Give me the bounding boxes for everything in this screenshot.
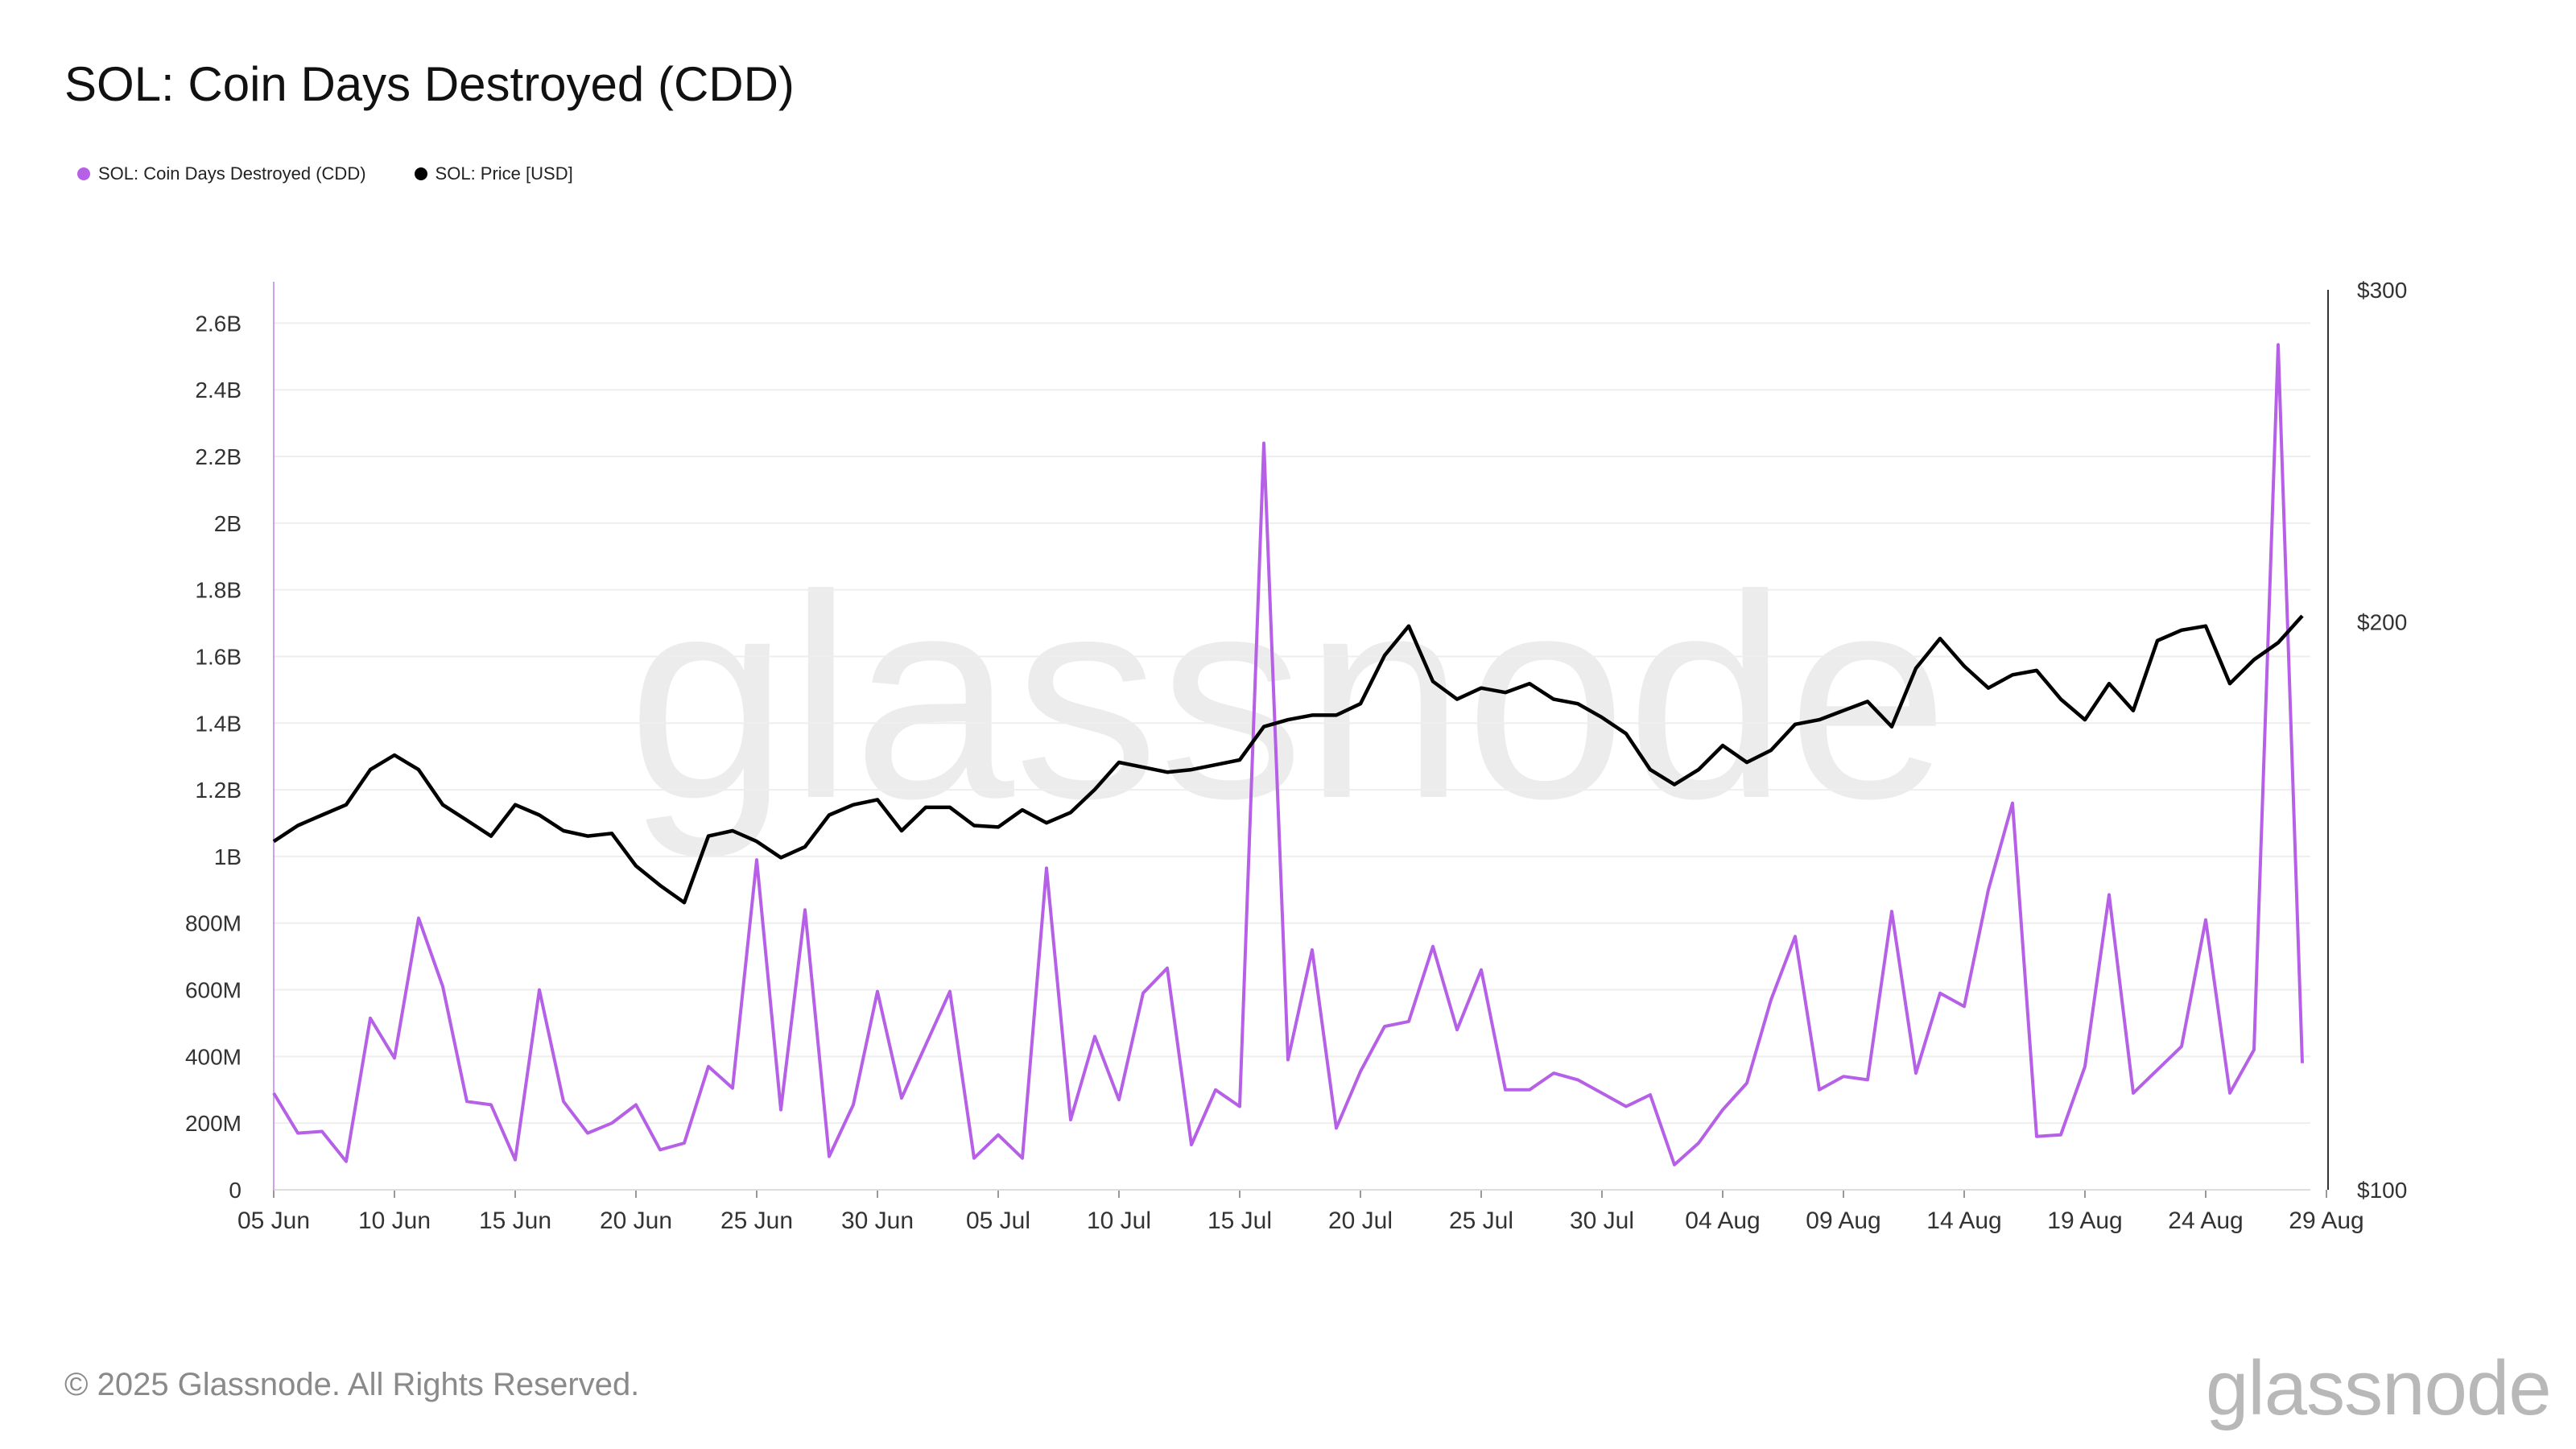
right-tick-label: $100 bbox=[2357, 1178, 2407, 1203]
left-tick-label: 1.4B bbox=[195, 711, 242, 736]
right-axis-ticks: $100 $200 $300 bbox=[2357, 278, 2407, 1203]
x-tick-label: 25 Jun bbox=[720, 1208, 793, 1234]
chart-title: SOL: Coin Days Destroyed (CDD) bbox=[64, 57, 795, 111]
left-tick-label: 600M bbox=[185, 978, 242, 1003]
x-tick-label: 15 Jun bbox=[479, 1208, 551, 1234]
left-tick-label: 1B bbox=[214, 844, 242, 869]
left-tick-label: 1.6B bbox=[195, 644, 242, 669]
left-tick-label: 2.2B bbox=[195, 444, 242, 469]
axes bbox=[273, 282, 2329, 1191]
copyright-notice: © 2025 Glassnode. All Rights Reserved. bbox=[64, 1367, 640, 1402]
x-tick-label: 30 Jun bbox=[841, 1208, 914, 1234]
price-series-line bbox=[272, 614, 2304, 905]
right-tick-label: $200 bbox=[2357, 610, 2407, 635]
left-tick-label: 2.6B bbox=[195, 311, 242, 336]
legend-label-cdd: SOL: Coin Days Destroyed (CDD) bbox=[98, 163, 366, 184]
x-tick-label: 10 Jul bbox=[1087, 1208, 1151, 1234]
left-tick-label: 2B bbox=[214, 511, 242, 536]
left-tick-label: 400M bbox=[185, 1044, 242, 1069]
x-tick-label: 30 Jul bbox=[1570, 1208, 1634, 1234]
cdd-series-line bbox=[272, 343, 2304, 1166]
x-tick-label: 20 Jul bbox=[1328, 1208, 1393, 1234]
right-tick-label: $300 bbox=[2357, 278, 2407, 303]
left-tick-label: 2.4B bbox=[195, 378, 242, 402]
legend-item-price[interactable]: SOL: Price [USD] bbox=[414, 163, 573, 184]
left-tick-label: 800M bbox=[185, 911, 242, 936]
x-tick-label: 05 Jul bbox=[966, 1208, 1030, 1234]
x-tick-label: 20 Jun bbox=[600, 1208, 672, 1234]
x-tick-label: 15 Jul bbox=[1208, 1208, 1272, 1234]
x-tick-label: 29 Aug bbox=[2289, 1208, 2363, 1234]
x-tick-label: 19 Aug bbox=[2047, 1208, 2122, 1234]
legend-label-price: SOL: Price [USD] bbox=[435, 163, 573, 184]
x-tick-label: 04 Aug bbox=[1685, 1208, 1760, 1234]
brand-logo: glassnode bbox=[2206, 1345, 2552, 1431]
grid-lines bbox=[274, 322, 2310, 1125]
left-tick-label: 1.2B bbox=[195, 778, 242, 803]
chart-watermark: glassnode bbox=[627, 535, 1948, 861]
left-tick-label: 0 bbox=[229, 1178, 242, 1203]
chart-legend: SOL: Coin Days Destroyed (CDD) SOL: Pric… bbox=[77, 163, 573, 184]
x-tick-label: 24 Aug bbox=[2168, 1208, 2243, 1234]
x-tick-label: 05 Jun bbox=[237, 1208, 310, 1234]
legend-swatch-price bbox=[414, 167, 427, 180]
legend-swatch-cdd bbox=[77, 167, 90, 180]
left-axis-ticks: 0 200M 400M 600M 800M 1B 1.2B 1.4B 1.6B 1.8B 2B 2.2… bbox=[185, 311, 242, 1203]
left-tick-label: 1.8B bbox=[195, 578, 242, 603]
legend-item-cdd[interactable]: SOL: Coin Days Destroyed (CDD) bbox=[77, 163, 366, 184]
x-tick-label: 09 Aug bbox=[1806, 1208, 1880, 1234]
x-tick-label: 10 Jun bbox=[358, 1208, 431, 1234]
left-tick-label: 200M bbox=[185, 1111, 242, 1136]
x-axis-ticks: 05 Jun 10 Jun 15 Jun 20 Jun 25 Jun 30 Jun 05 J… bbox=[237, 1190, 2364, 1234]
x-tick-label: 14 Aug bbox=[1926, 1208, 2001, 1234]
x-tick-label: 25 Jul bbox=[1449, 1208, 1513, 1234]
series-lines bbox=[272, 343, 2304, 1166]
